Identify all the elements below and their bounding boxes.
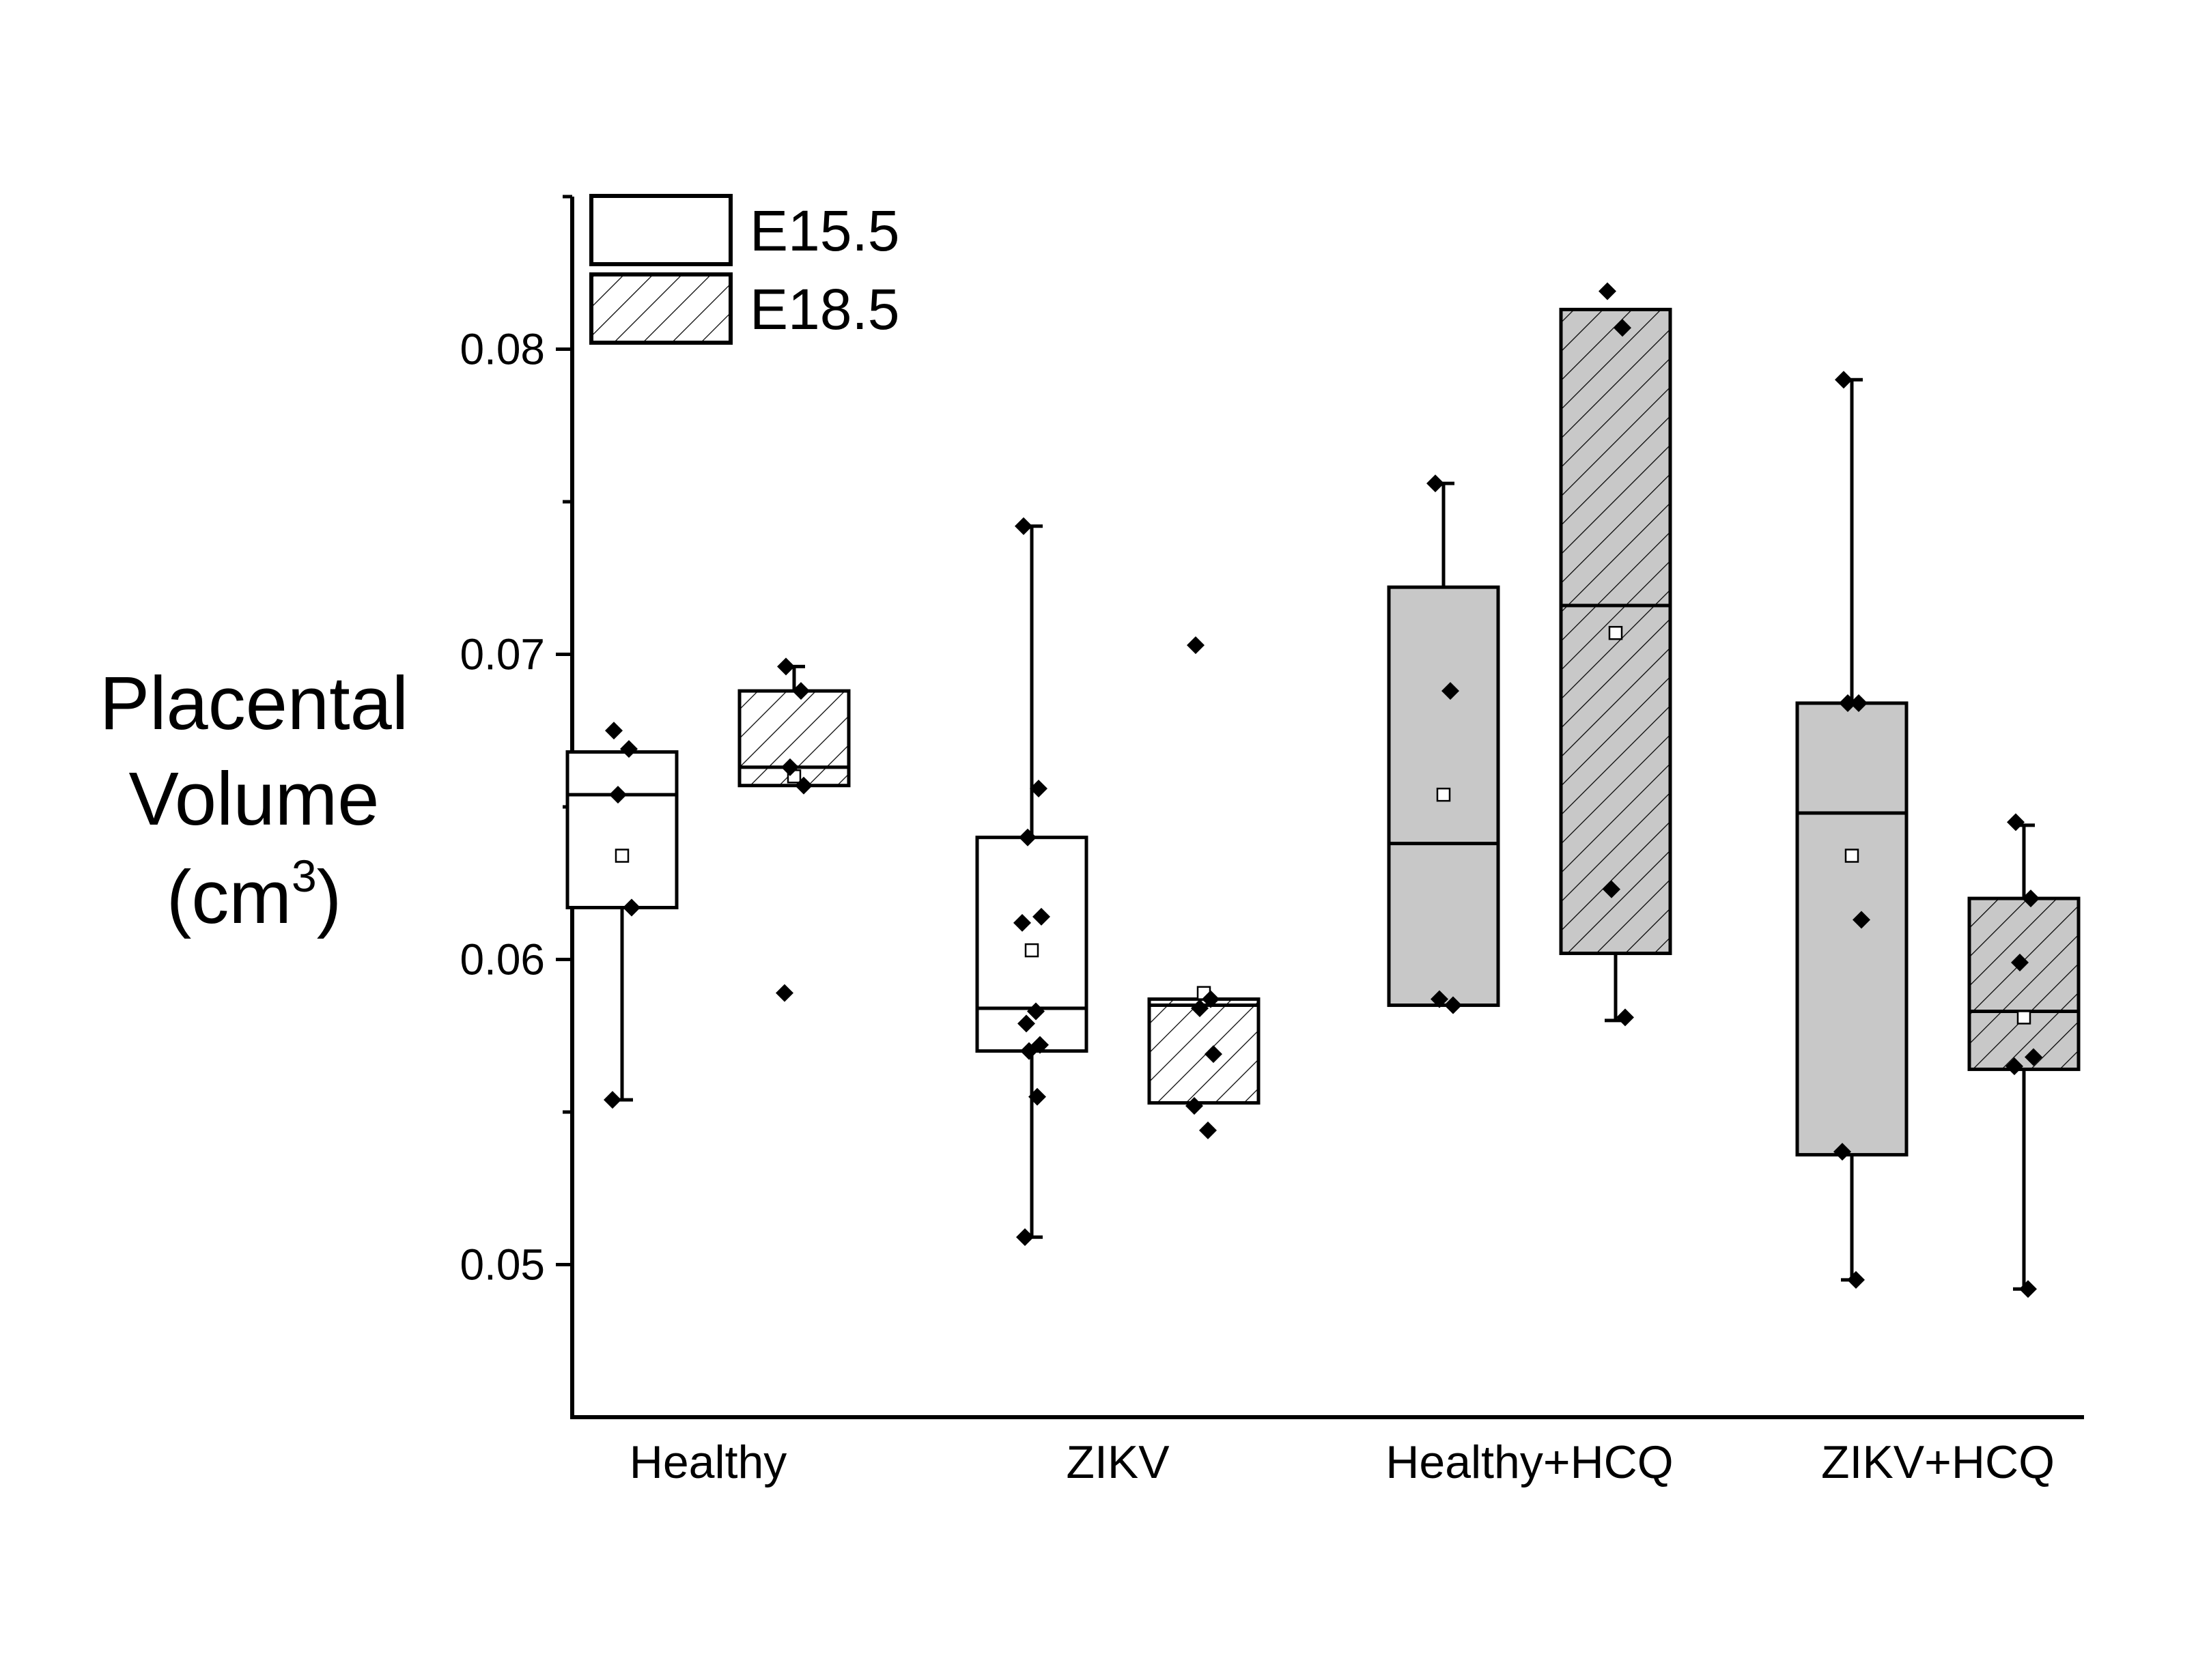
data-point (795, 776, 813, 795)
data-point (609, 786, 627, 804)
data-point (1032, 907, 1050, 926)
data-point (1603, 880, 1620, 898)
legend-swatch-e15-5 (589, 194, 733, 266)
data-point (1616, 1008, 1634, 1027)
data-point (1017, 1014, 1035, 1033)
y-axis-unit: (cm (167, 855, 292, 939)
data-point (1441, 682, 1459, 700)
box-zikv-hcq-E15-5 (1795, 378, 1909, 1282)
mean-marker (2016, 1010, 2031, 1025)
data-point (1016, 1228, 1034, 1247)
data-point (1202, 990, 1220, 1008)
mean-marker (1024, 943, 1039, 958)
mean-marker (1844, 849, 1859, 863)
data-point (1185, 1097, 1203, 1115)
y-axis-title: Placental Volume (cm3) (100, 661, 409, 939)
data-point (1847, 1270, 1865, 1289)
data-point (1030, 780, 1047, 798)
data-point (1013, 913, 1031, 932)
legend-swatch-e18-5 (589, 272, 733, 345)
data-point (1431, 990, 1448, 1008)
data-point (1853, 911, 1870, 929)
data-point (1019, 828, 1037, 846)
y-axis-title-line-1: Placental (100, 661, 409, 745)
y-tick-label: 0.08 (460, 325, 545, 374)
data-point (792, 682, 810, 700)
box-outline (1387, 585, 1500, 1008)
y-tick-label: 0.06 (460, 935, 545, 984)
legend-label-e15-5: E15.5 (750, 199, 900, 263)
data-point (1444, 996, 1462, 1014)
data-point (1426, 474, 1444, 493)
data-point (1020, 1042, 1038, 1060)
x-category-label: Healthy+HCQ (1385, 1436, 1673, 1488)
y-axis-ticks: 0.05 0.06 0.07 0.08 (460, 195, 572, 1290)
data-point (1835, 371, 1853, 389)
data-point (2019, 1280, 2037, 1298)
data-point (1027, 1002, 1045, 1021)
box-outline (1559, 307, 1672, 956)
data-point (604, 1091, 621, 1109)
data-point (1599, 282, 1616, 300)
data-point (620, 740, 638, 758)
legend: E15.5 E18.5 (589, 194, 900, 345)
data-point (1187, 636, 1205, 655)
data-point (605, 722, 623, 740)
x-axis-category-labels: Healthy ZIKV Healthy+HCQ ZIKV+HCQ (630, 1436, 2055, 1488)
data-point (1205, 1045, 1222, 1064)
data-point (1614, 319, 1631, 337)
data-point (1028, 1087, 1046, 1106)
box-zikv-hcq-E18-5 (1967, 823, 2081, 1291)
box-healthy-hcq-E18-5 (1559, 307, 1672, 1023)
data-point (1199, 1121, 1217, 1139)
y-axis-title-line-2: Volume (129, 757, 380, 841)
data-points (604, 282, 2042, 1298)
x-category-label: Healthy (630, 1436, 787, 1488)
data-point (1833, 1143, 1851, 1161)
data-point (1839, 694, 1857, 713)
data-point (2007, 813, 2025, 831)
data-point (2011, 953, 2029, 971)
box-outline (565, 750, 679, 910)
box-hatch (1969, 898, 2079, 1070)
box-body (567, 752, 677, 908)
data-point (776, 984, 793, 1002)
box-series (565, 307, 2081, 1291)
box-healthy-hcq-E15-5 (1387, 481, 1500, 1008)
legend-label-e18-5: E18.5 (750, 277, 900, 341)
box-healthy-E15-5 (565, 750, 679, 1102)
data-point (777, 657, 795, 676)
data-point (623, 898, 640, 917)
y-axis-unit-superscript: 3 (292, 851, 317, 901)
y-tick-label: 0.07 (460, 630, 545, 679)
data-point (2022, 889, 2040, 908)
data-point (1015, 517, 1032, 535)
box-body (1797, 703, 1906, 1155)
data-point (1191, 999, 1209, 1018)
mean-marker (1436, 787, 1451, 802)
data-point (2025, 1048, 2042, 1066)
box-zikv-E15-5 (975, 524, 1088, 1239)
y-axis-title-line-3: (cm3) (167, 851, 342, 939)
data-point (781, 758, 799, 776)
data-point (1850, 694, 1868, 713)
box-hatch (1149, 999, 1258, 1103)
y-tick-label: 0.05 (460, 1240, 545, 1290)
data-point (2005, 1057, 2023, 1075)
mean-marker (1608, 625, 1623, 640)
x-category-label: ZIKV (1066, 1436, 1170, 1488)
y-axis-unit-close: ) (317, 855, 342, 939)
mean-marker (615, 849, 630, 863)
x-category-label: ZIKV+HCQ (1821, 1436, 2055, 1488)
